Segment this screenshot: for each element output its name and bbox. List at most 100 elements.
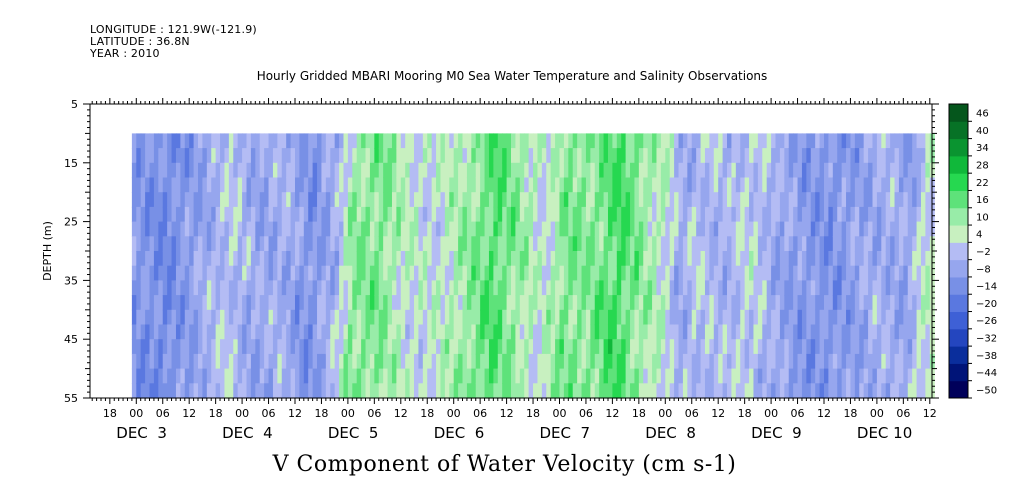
heatmap-cell [925, 368, 931, 384]
heatmap-cell [198, 383, 204, 399]
heatmap-cell [378, 295, 384, 311]
heatmap-cell [294, 339, 300, 355]
heatmap-cell [299, 339, 305, 355]
x-tick-label: 06 [473, 407, 487, 420]
heatmap-cell [286, 148, 292, 164]
heatmap-cell [797, 383, 803, 399]
heatmap-cell [198, 221, 204, 237]
heatmap-cell [228, 339, 234, 355]
heatmap-cell [674, 295, 680, 311]
heatmap-cell [793, 324, 799, 340]
heatmap-cell [405, 280, 411, 296]
heatmap-cell [387, 295, 393, 311]
x-day-label: DEC 9 [751, 424, 802, 442]
heatmap-cell [462, 148, 468, 164]
heatmap-cell [696, 251, 702, 267]
heatmap-cell [749, 383, 755, 399]
heatmap-cell [625, 177, 631, 193]
heatmap-cell [819, 133, 825, 149]
heatmap-cell [317, 192, 323, 208]
heatmap-cell [506, 177, 512, 193]
heatmap-cell [660, 383, 666, 399]
heatmap-cell [158, 295, 164, 311]
heatmap-cell [603, 265, 609, 281]
heatmap-cell [625, 192, 631, 208]
heatmap-cell [665, 206, 671, 223]
heatmap-cell [687, 368, 693, 384]
heatmap-cell [414, 353, 420, 370]
heatmap-cell [242, 192, 248, 208]
x-tick-label: 18 [209, 407, 223, 420]
heatmap-cell [907, 383, 913, 399]
heatmap-cell [528, 148, 534, 164]
heatmap-cell [175, 162, 181, 179]
heatmap-cell [744, 309, 750, 326]
heatmap-cell [898, 133, 904, 149]
heatmap-cell [524, 133, 530, 149]
heatmap-cell [246, 221, 252, 237]
heatmap-cell [515, 206, 521, 223]
heatmap-cell [365, 177, 371, 193]
heatmap-cell [264, 192, 270, 208]
heatmap-cell [713, 383, 719, 399]
heatmap-cell [762, 251, 768, 267]
heatmap-cell [572, 221, 578, 237]
heatmap-cell [206, 192, 212, 208]
heatmap-cell [361, 206, 367, 223]
heatmap-cell [180, 251, 186, 267]
heatmap-cell [572, 295, 578, 311]
heatmap-cell [621, 221, 627, 237]
heatmap-cell [537, 133, 543, 149]
heatmap-cell [735, 353, 741, 370]
heatmap-cell [810, 368, 816, 384]
heatmap-cell [581, 265, 587, 281]
heatmap-cell [334, 206, 340, 223]
heatmap-cell [488, 295, 494, 311]
heatmap-cell [850, 206, 856, 223]
heatmap-cell [841, 265, 847, 281]
heatmap-cell [436, 353, 442, 370]
heatmap-cell [211, 133, 217, 149]
heatmap-cell [233, 383, 239, 399]
heatmap-cell [343, 236, 349, 252]
heatmap-cell [925, 148, 931, 164]
heatmap-cell [206, 133, 212, 149]
heatmap-cell [374, 236, 380, 252]
heatmap-cell [696, 148, 702, 164]
heatmap-cell [731, 368, 737, 384]
heatmap-cell [912, 192, 918, 208]
heatmap-cell [303, 221, 309, 237]
heatmap-cell [572, 383, 578, 399]
heatmap-cell [312, 265, 318, 281]
heatmap-cell [876, 133, 882, 149]
colorbar-label: −50 [976, 385, 997, 396]
heatmap-cell [669, 353, 675, 370]
heatmap-cell [290, 206, 296, 223]
heatmap-cell [396, 383, 402, 399]
heatmap-cell [898, 177, 904, 193]
heatmap-cell [616, 383, 622, 399]
heatmap-cell [762, 192, 768, 208]
heatmap-cell [713, 339, 719, 355]
heatmap-cell [819, 353, 825, 370]
heatmap-cell [502, 339, 508, 355]
heatmap-cell [449, 295, 455, 311]
heatmap-cell [175, 339, 181, 355]
heatmap-cell [841, 177, 847, 193]
heatmap-cell [590, 368, 596, 384]
heatmap-cell [828, 280, 834, 296]
heatmap-cell [136, 206, 142, 223]
heatmap-cell [519, 353, 525, 370]
heatmap-cell [339, 383, 345, 399]
heatmap-cell [131, 236, 137, 252]
heatmap-cell [193, 368, 199, 384]
heatmap-cell [484, 339, 490, 355]
heatmap-cell [374, 162, 380, 179]
heatmap-cell [471, 339, 477, 355]
heatmap-cell [797, 339, 803, 355]
heatmap-cell [237, 368, 243, 384]
heatmap-cell [907, 324, 913, 340]
heatmap-cell [682, 339, 688, 355]
heatmap-cell [850, 148, 856, 164]
